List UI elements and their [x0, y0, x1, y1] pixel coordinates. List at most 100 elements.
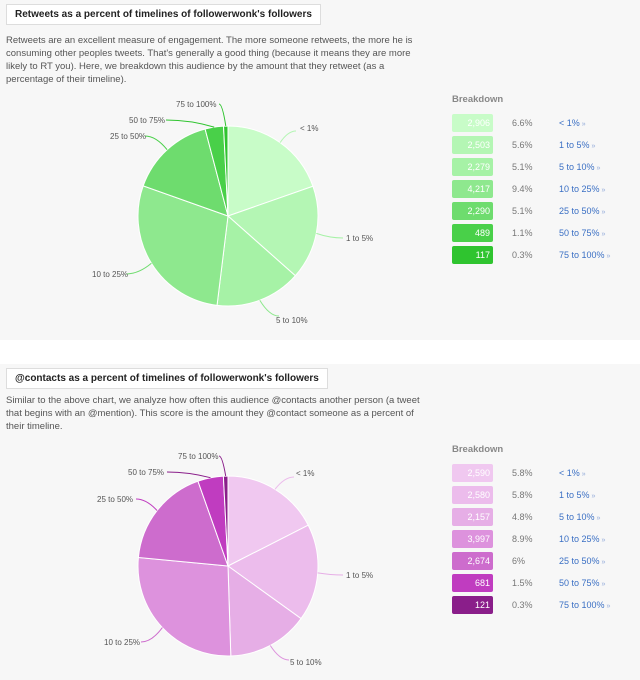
- pie-leader-line: [125, 262, 152, 275]
- breakdown-percent: 9.4%: [512, 184, 533, 194]
- breakdown-link-label: 10 to 25%: [559, 534, 600, 544]
- breakdown-link-label: 25 to 50%: [559, 206, 600, 216]
- chevron-right-icon: »: [599, 581, 606, 588]
- breakdown-percent: 1.5%: [512, 578, 533, 588]
- breakdown-link-label: 75 to 100%: [559, 600, 605, 610]
- pie-slice-1-to-5: [227, 524, 319, 620]
- breakdown-link-label: 1 to 5%: [559, 490, 590, 500]
- breakdown-link-label: < 1%: [559, 118, 580, 128]
- breakdown-row-1-to-5: 2,580 5.8% 1 to 5% »: [452, 486, 595, 506]
- breakdown-link-1-to-5[interactable]: 1 to 5% »: [559, 136, 595, 156]
- breakdown-count: 2,580: [452, 486, 493, 504]
- retweets-pie-chart: < 1% 1 to 5% 5 to 10% 10 to 25% 25 to 50% 50 …: [92, 100, 373, 325]
- breakdown-count: 2,503: [452, 136, 493, 154]
- pie-slice-25-to-50: [137, 480, 229, 567]
- pie-label-5-to-10: 5 to 10%: [276, 316, 308, 325]
- breakdown-percent: 0.3%: [512, 250, 533, 260]
- pie-leader-line: [144, 135, 168, 151]
- breakdown-percent: 6.6%: [512, 118, 533, 128]
- breakdown-link-5-to-10[interactable]: 5 to 10% »: [559, 158, 600, 178]
- breakdown-row-1-to-5: 2,503 5.6% 1 to 5% »: [452, 136, 595, 156]
- chevron-right-icon: »: [599, 559, 606, 566]
- pie-slice-75-to-100: [222, 475, 229, 567]
- breakdown-link-1-to-5[interactable]: 1 to 5% »: [559, 486, 595, 506]
- breakdown-row-10-to-25: 3,997 8.9% 10 to 25% »: [452, 530, 605, 550]
- breakdown-count: 2,157: [452, 508, 493, 526]
- chevron-right-icon: »: [594, 165, 601, 172]
- pie-leader-line: [279, 130, 297, 143]
- pie-label-25-to-50: 25 to 50%: [110, 132, 146, 141]
- pie-slice-10-to-25: [137, 556, 232, 657]
- section-description: Retweets are an excellent measure of eng…: [6, 35, 413, 85]
- breakdown-count: 121: [452, 596, 493, 614]
- breakdown-count: 4,217: [452, 180, 493, 198]
- breakdown-link-1[interactable]: < 1% »: [559, 464, 586, 484]
- breakdown-count: 3,997: [452, 530, 493, 548]
- chevron-right-icon: »: [599, 231, 606, 238]
- chevron-right-icon: »: [589, 493, 596, 500]
- pie-slice-5-to-10: [227, 565, 302, 657]
- chevron-right-icon: »: [599, 187, 606, 194]
- pie-label-1-to-5: 1 to 5%: [346, 234, 373, 243]
- breakdown-title: Breakdown: [452, 444, 504, 455]
- breakdown-percent: 6%: [512, 556, 526, 566]
- pie-slice-1-to-5: [227, 185, 319, 277]
- chevron-right-icon: »: [604, 253, 611, 260]
- breakdown-row-50-to-75: 681 1.5% 50 to 75% »: [452, 574, 605, 594]
- pie-label-50-to-75: 50 to 75%: [129, 116, 165, 125]
- breakdown-link-75-to-100[interactable]: 75 to 100% »: [559, 246, 610, 266]
- breakdown-link-50-to-75[interactable]: 50 to 75% »: [559, 574, 605, 594]
- breakdown-link-1[interactable]: < 1% »: [559, 114, 586, 134]
- breakdown-row-75-to-100: 121 0.3% 75 to 100% »: [452, 596, 610, 616]
- pie-slice-25-to-50: [142, 128, 229, 217]
- breakdown-percent: 4.8%: [512, 512, 533, 522]
- breakdown-percent: 5.6%: [512, 140, 533, 150]
- chevron-right-icon: »: [579, 121, 586, 128]
- breakdown-link-label: 10 to 25%: [559, 184, 600, 194]
- breakdown-link-label: 50 to 75%: [559, 228, 600, 238]
- breakdown-link-label: 75 to 100%: [559, 250, 605, 260]
- breakdown-row-5-to-10: 2,279 5.1% 5 to 10% »: [452, 158, 600, 178]
- pie-leader-line: [140, 627, 163, 643]
- breakdown-link-10-to-25[interactable]: 10 to 25% »: [559, 180, 605, 200]
- breakdown-row-50-to-75: 489 1.1% 50 to 75% »: [452, 224, 605, 244]
- chevron-right-icon: »: [599, 209, 606, 216]
- breakdown-count: 117: [452, 246, 493, 264]
- breakdown-link-label: 50 to 75%: [559, 578, 600, 588]
- breakdown-count: 681: [452, 574, 493, 592]
- chevron-right-icon: »: [604, 603, 611, 610]
- pie-leader-line: [316, 232, 344, 239]
- retweets-section: Retweets as a percent of timelines of fo…: [6, 4, 611, 325]
- breakdown-row-75-to-100: 117 0.3% 75 to 100% »: [452, 246, 610, 266]
- section-title: Retweets as a percent of timelines of fo…: [6, 4, 321, 25]
- breakdown-link-25-to-50[interactable]: 25 to 50% »: [559, 202, 605, 222]
- breakdown-percent: 5.1%: [512, 206, 533, 216]
- breakdown-count: 2,906: [452, 114, 493, 132]
- breakdown-count: 489: [452, 224, 493, 242]
- breakdown-link-50-to-75[interactable]: 50 to 75% »: [559, 224, 605, 244]
- breakdown-percent: 1.1%: [512, 228, 533, 238]
- pie-label-25-to-50: 25 to 50%: [97, 495, 133, 504]
- pie-leader-line: [274, 476, 295, 490]
- breakdown-link-75-to-100[interactable]: 75 to 100% »: [559, 596, 610, 616]
- breakdown-count: 2,674: [452, 552, 493, 570]
- pie-label-1: < 1%: [300, 124, 318, 133]
- retweets-breakdown: Breakdown 2,906 6.6% < 1% » 2,503 5.6% 1 to 5…: [452, 94, 610, 268]
- pie-slice-10-to-25: [137, 185, 229, 306]
- breakdown-percent: 8.9%: [512, 534, 533, 544]
- breakdown-link-10-to-25[interactable]: 10 to 25% »: [559, 530, 605, 550]
- breakdown-row-10-to-25: 4,217 9.4% 10 to 25% »: [452, 180, 605, 200]
- breakdown-percent: 5.8%: [512, 490, 533, 500]
- breakdown-count: 2,290: [452, 202, 493, 220]
- pie-leader-line: [269, 645, 290, 661]
- breakdown-percent: 0.3%: [512, 600, 533, 610]
- breakdown-link-label: 5 to 10%: [559, 512, 595, 522]
- pie-label-75-to-100: 75 to 100%: [176, 100, 216, 109]
- contacts-section: @contacts as a percent of timelines of f…: [0, 364, 640, 680]
- breakdown-link-5-to-10[interactable]: 5 to 10% »: [559, 508, 600, 528]
- chevron-right-icon: »: [594, 515, 601, 522]
- breakdown-link-25-to-50[interactable]: 25 to 50% »: [559, 552, 605, 572]
- pie-label-50-to-75: 50 to 75%: [128, 468, 164, 477]
- pie-label-1-to-5: 1 to 5%: [346, 571, 373, 580]
- breakdown-count: 2,590: [452, 464, 493, 482]
